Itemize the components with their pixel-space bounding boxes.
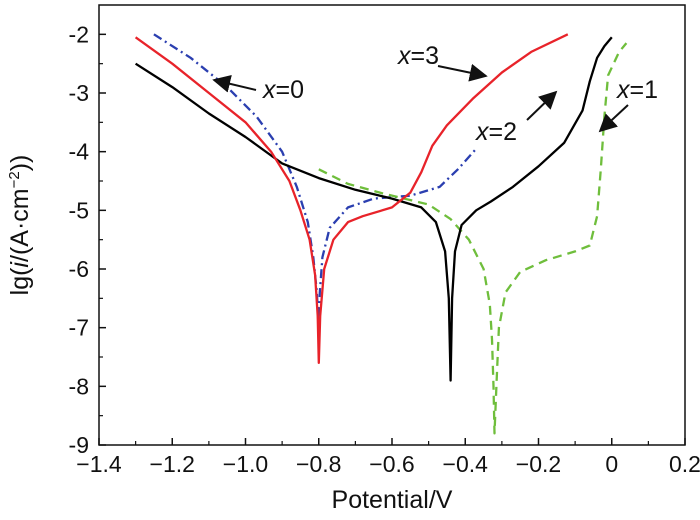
x-tick-label: −1.2 (150, 451, 195, 477)
y-tick-label: -9 (69, 432, 89, 458)
x-tick-label: −0.4 (443, 451, 489, 477)
y-tick-label: -8 (69, 373, 89, 399)
y-tick-label: -2 (69, 21, 89, 47)
annotation-label: x=2 (475, 118, 517, 146)
x-tick-label: −0.8 (296, 451, 341, 477)
annotation-arrow (526, 90, 558, 121)
y-tick-label: -5 (69, 197, 89, 223)
y-tick-label: -6 (69, 256, 89, 282)
annotation-label: x=1 (616, 76, 658, 104)
series-line-x-2 (134, 36, 613, 382)
x-axis-title: Potential/V (332, 486, 453, 514)
annotation-label: x=0 (262, 76, 304, 104)
x-tick-label: −1.0 (223, 451, 268, 477)
annotation-label: x=3 (397, 42, 439, 70)
y-tick-label: -4 (69, 139, 90, 165)
y-tick-label: -3 (69, 80, 89, 106)
x-tick-label: −0.6 (369, 451, 414, 477)
series-line-x-1 (318, 42, 628, 435)
series-layer (134, 33, 628, 435)
annotation-arrow (598, 104, 629, 133)
x-tick-label: −0.2 (516, 451, 561, 477)
y-axis-title: lg(i/(A·cm−2)) (6, 155, 34, 296)
annotation-layer: x=0 x=3 x=2 x=1 (212, 42, 658, 146)
series-line-x-3 (134, 33, 569, 365)
y-tick-label: -7 (69, 315, 89, 341)
x-tick-label: 0 (605, 451, 618, 477)
x-tick-label: −1.4 (76, 451, 122, 477)
annotation-arrow (212, 74, 257, 93)
tick-layer: −1.4 −1.2 −1.0 −0.8 −0.6 −0.4 −0.2 0 0.2 -9 -8 -7 -6… (69, 21, 700, 477)
annotation-arrow (437, 63, 488, 82)
x-tick-label: 0.2 (669, 451, 700, 477)
